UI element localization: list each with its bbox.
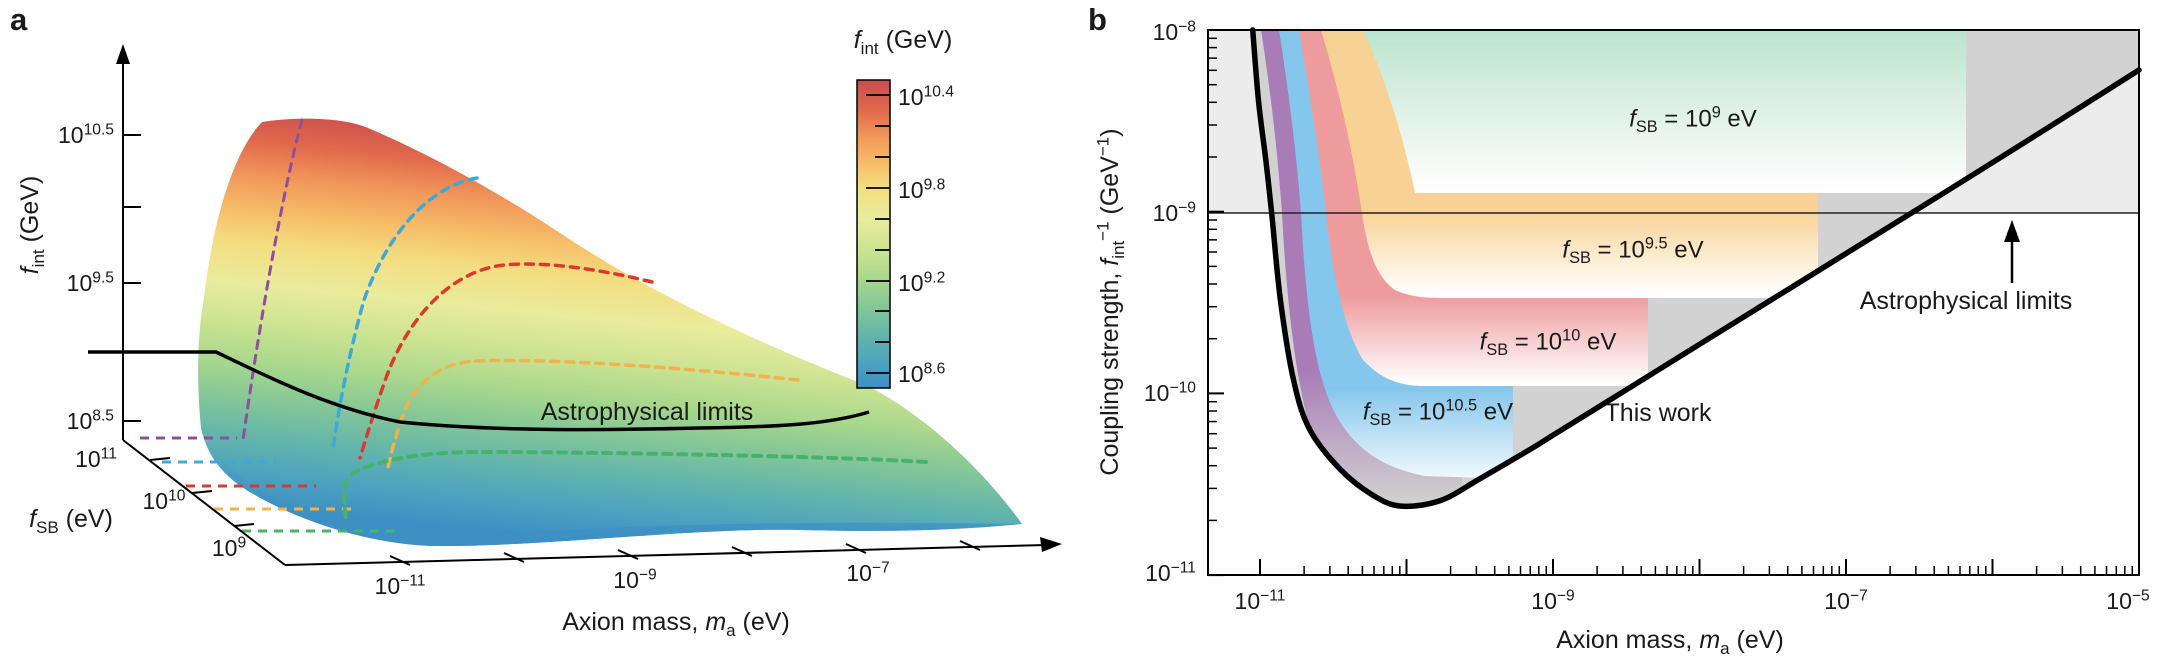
region-label-fsb-1e10p5: fSB = 1010.5 eV (1362, 396, 1514, 430)
b-y-axis-title: Coupling strength, fint−1 (GeV−1) (1093, 128, 1128, 476)
x-ticks (1259, 559, 2140, 575)
fsb-tick-1e9: 109 (211, 534, 247, 561)
astro-limit-curve-3d (88, 350, 870, 432)
b-x-axis-title: Axion mass, ma (eV) (1556, 625, 1784, 658)
region-label-fsb-1e10: fSB = 1010 eV (1479, 326, 1617, 360)
fsb-axis-title: fSB (eV) (29, 504, 113, 537)
astro-limits-annotation-a: Astrophysical limits (540, 397, 754, 426)
z-axis-arrowhead (116, 44, 130, 64)
panel-b-letter: b (1088, 2, 1107, 37)
panel-b-plot (1207, 27, 2142, 577)
z-axis-title: fint (GeV) (15, 175, 48, 275)
z-tick-9p5: 109.5 (66, 269, 114, 296)
band-fsb-1e9 (1363, 30, 1966, 193)
b-x-tick-1e-5: 10−5 (2106, 587, 2150, 614)
z-tick-8p5: 108.5 (66, 407, 114, 434)
colorbar-title: fint (GeV) (853, 25, 953, 58)
contour-fsb-1e11 (241, 118, 304, 442)
fsb-tick-1e10: 1010 (142, 487, 186, 514)
a-x-axis-title: Axion mass, ma (eV) (562, 607, 790, 640)
region-label-fsb-1e9p5: fSB = 109.5 eV (1562, 234, 1704, 268)
astro-arrow (2004, 220, 2020, 283)
cb-tick-10p4: 1010.4 (898, 83, 955, 110)
contour-fsb-1e10 (358, 262, 654, 460)
z-tick-10p5: 1010.5 (57, 121, 114, 148)
region-label-fsb-1e9: fSB = 109 eV (1629, 103, 1757, 137)
b-x-tick-1e-9: 10−9 (1531, 587, 1575, 614)
fsb-tick-1e11: 1011 (75, 445, 117, 472)
panel-a-plot (88, 44, 1062, 566)
a-x-tick-1e-11: 10−11 (374, 572, 426, 599)
this-work-label: This work (1604, 398, 1712, 427)
this-work-curve (1249, 27, 2142, 510)
a-x-tick-1e-9: 10−9 (613, 566, 657, 593)
colorbar (856, 79, 891, 389)
contour-fsb-1e9 (342, 449, 928, 522)
colorbar-ticks (866, 94, 890, 374)
b-y-tick-1e-9: 10−9 (1152, 199, 1196, 226)
a-x-axis (284, 540, 1047, 566)
astro-limits-annotation-b: Astrophysical limits (1859, 286, 2073, 315)
b-y-tick-1e-8: 10−8 (1152, 18, 1196, 45)
cb-tick-9p8: 109.8 (898, 176, 946, 203)
contour-fsb-1e10p5 (331, 176, 479, 450)
b-x-tick-1e-7: 10−7 (1824, 587, 1868, 614)
b-y-tick-1e-10: 10−10 (1143, 379, 1196, 406)
b-y-tick-1e-11: 10−11 (1145, 559, 1196, 586)
y-ticks (1208, 29, 1224, 577)
cb-tick-8p6: 108.6 (898, 360, 946, 387)
plot-frame (1207, 29, 2140, 576)
cb-tick-9p2: 109.2 (898, 269, 946, 296)
contour-fsb-1e9p5 (386, 358, 800, 470)
panel-a-letter: a (10, 2, 28, 37)
z-axis (122, 58, 141, 440)
x-axis-arrowhead (1040, 537, 1062, 552)
a-x-tick-1e-7: 10−7 (846, 559, 890, 586)
b-x-tick-1e-11: 10−11 (1234, 587, 1286, 614)
fsb-axis (122, 439, 286, 566)
